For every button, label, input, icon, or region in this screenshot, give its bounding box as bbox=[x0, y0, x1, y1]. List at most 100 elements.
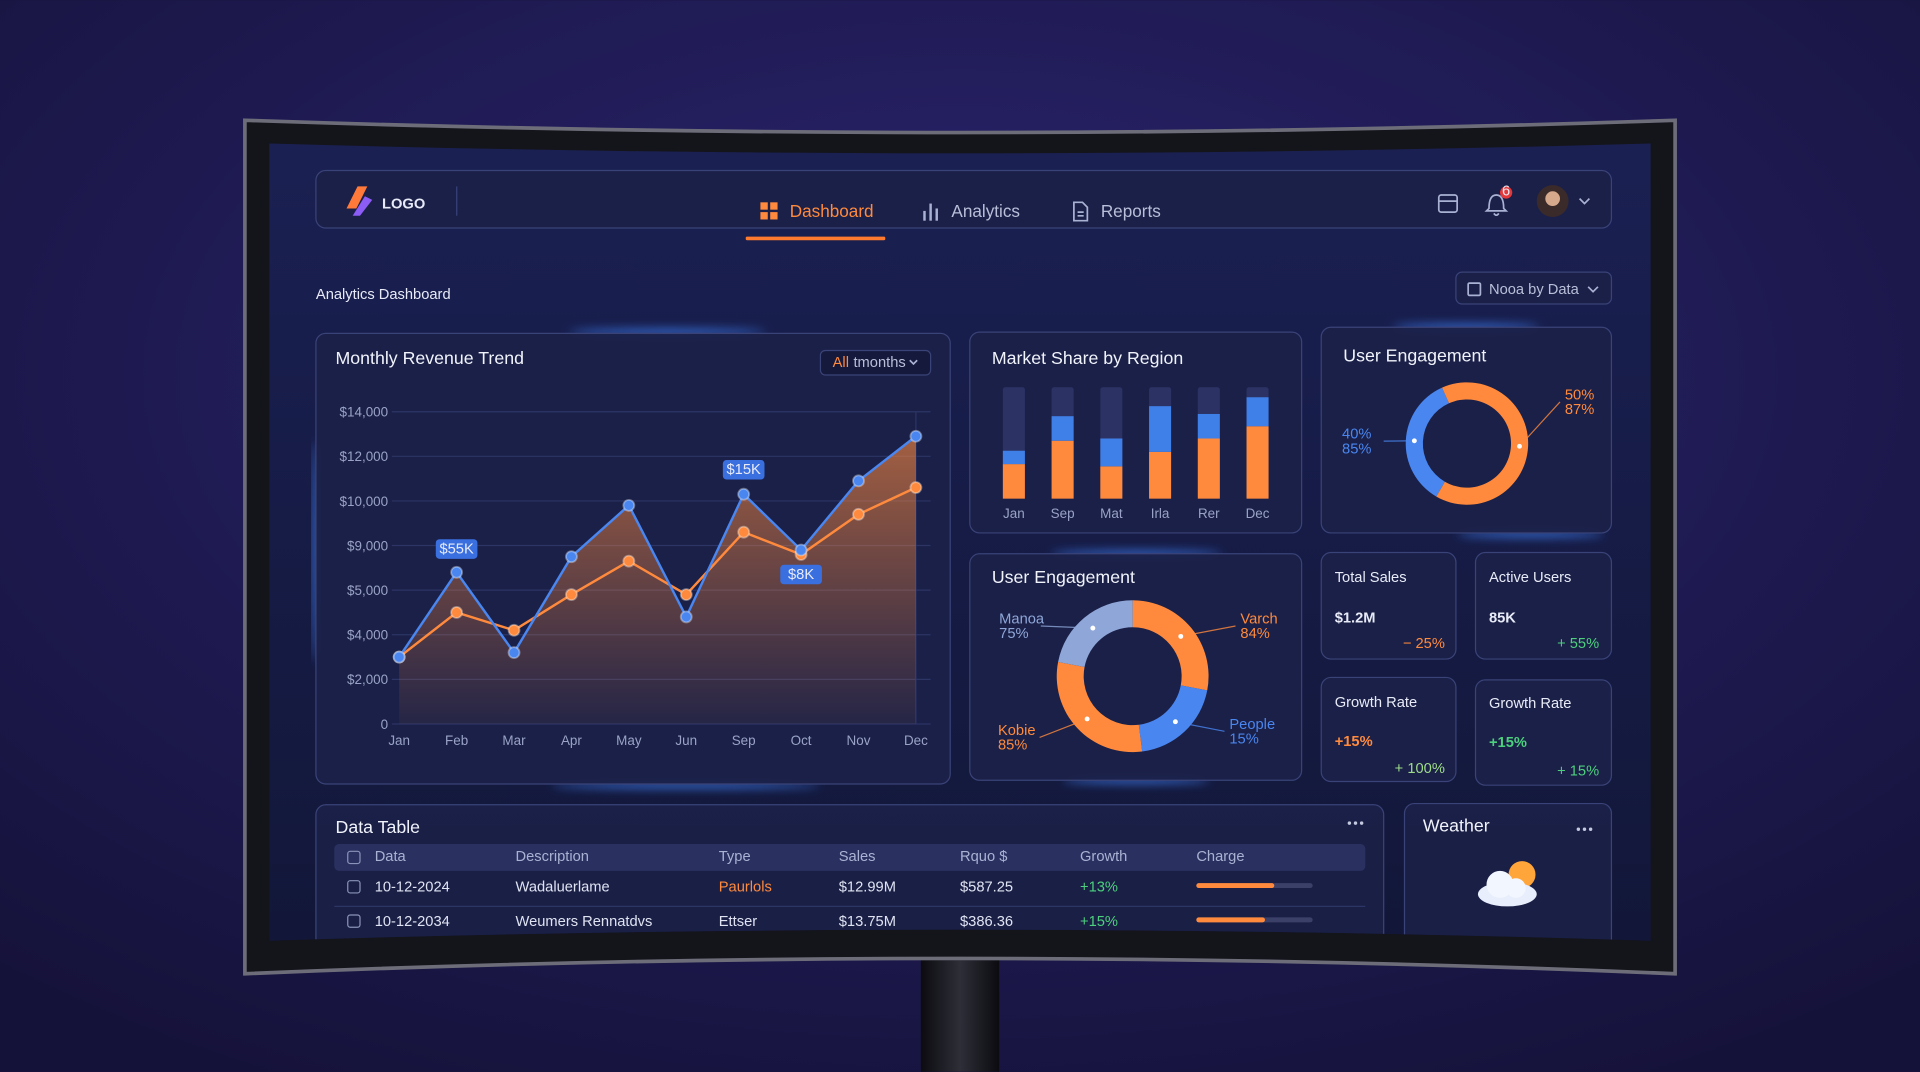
engagement-panel bbox=[1320, 326, 1613, 534]
card-change: − 25% bbox=[1403, 636, 1445, 652]
y-tick-label: $2,000 bbox=[347, 672, 388, 687]
engagement-panel bbox=[969, 553, 1303, 781]
point bbox=[679, 588, 693, 602]
tab-icon bbox=[929, 203, 932, 221]
bar-segment bbox=[1100, 466, 1123, 499]
leader-line bbox=[1519, 401, 1561, 447]
card-value: 85K bbox=[1489, 610, 1516, 626]
tab-icon bbox=[760, 202, 768, 210]
column-header: Rquo $ bbox=[960, 849, 1007, 865]
leader-dot bbox=[1411, 438, 1417, 444]
leader-line bbox=[1040, 625, 1093, 629]
user-menu[interactable] bbox=[1536, 185, 1590, 218]
point bbox=[564, 588, 578, 602]
cell: $12.99M bbox=[839, 880, 896, 896]
tab-label[interactable]: Analytics bbox=[951, 201, 1020, 221]
leader-line bbox=[1039, 718, 1088, 738]
y-tick-label: $9,000 bbox=[347, 538, 388, 553]
leader-line bbox=[1175, 721, 1225, 732]
x-tick-label: Sep bbox=[1051, 506, 1075, 521]
y-tick-label: 0 bbox=[381, 717, 388, 732]
donut-segment bbox=[1405, 387, 1450, 497]
calendar-button[interactable] bbox=[1437, 194, 1458, 213]
dot bbox=[1347, 821, 1352, 825]
point bbox=[622, 554, 636, 568]
x-tick-label: May bbox=[616, 733, 642, 748]
panel-title: Market Share by Region bbox=[992, 348, 1183, 368]
filter-highlight: All bbox=[833, 355, 849, 371]
donut-segment bbox=[1436, 382, 1529, 505]
more-menu[interactable] bbox=[1576, 827, 1593, 831]
donut-segment bbox=[1058, 600, 1133, 668]
line bbox=[398, 435, 917, 658]
page-title: Analytics Dashboard bbox=[316, 287, 451, 303]
icon bbox=[1437, 194, 1458, 213]
point bbox=[852, 474, 865, 488]
cell: Wadaluerlame bbox=[516, 880, 610, 896]
column-header: Type bbox=[719, 849, 751, 865]
tab-label[interactable]: Dashboard bbox=[790, 201, 874, 221]
dashboard: LOGO Dashboard Analytics Reports 6 Analy… bbox=[313, 169, 1613, 941]
bar-segment bbox=[1246, 397, 1269, 427]
point bbox=[679, 610, 693, 624]
x-tick-label: Sep bbox=[732, 733, 756, 748]
stat-card bbox=[1474, 551, 1613, 660]
tab-analytics[interactable]: Analytics bbox=[923, 201, 1020, 221]
card-value: $1.2M bbox=[1335, 610, 1376, 626]
tab-icon bbox=[770, 212, 778, 220]
dropdown[interactable] bbox=[819, 349, 932, 376]
annotation-box bbox=[780, 564, 822, 585]
donut-segment bbox=[1132, 600, 1209, 691]
point bbox=[392, 650, 406, 664]
x-tick-label: Feb bbox=[445, 733, 468, 748]
charge-bar bbox=[1196, 917, 1265, 923]
checkbox[interactable] bbox=[347, 850, 361, 865]
date-filter[interactable]: Nooa by Data bbox=[1455, 271, 1613, 305]
bar-segment bbox=[1197, 413, 1220, 439]
point bbox=[564, 550, 578, 564]
tab-icon bbox=[760, 212, 768, 220]
bar-segment bbox=[1149, 406, 1172, 452]
tab-icon bbox=[923, 210, 926, 221]
table-header bbox=[334, 843, 1366, 871]
card-label: Active Users bbox=[1489, 570, 1571, 586]
point bbox=[622, 498, 636, 512]
tab-icon bbox=[935, 208, 938, 221]
dropdown[interactable] bbox=[1455, 271, 1613, 305]
tab-dashboard[interactable]: Dashboard bbox=[745, 201, 886, 241]
x-tick-label: Irla bbox=[1151, 506, 1170, 521]
dot bbox=[1582, 827, 1587, 831]
chevron bbox=[909, 359, 918, 366]
column-header: Data bbox=[375, 849, 407, 865]
y-tick-label: $10,000 bbox=[340, 494, 389, 509]
card-label: Growth Rate bbox=[1335, 695, 1417, 711]
callout: 85% bbox=[1342, 441, 1371, 457]
donut-segment bbox=[1056, 661, 1143, 753]
checkbox[interactable] bbox=[347, 914, 361, 928]
column-header: Charge bbox=[1196, 849, 1244, 865]
cell: $386.36 bbox=[960, 914, 1013, 930]
notifications[interactable]: 6 bbox=[1484, 184, 1513, 217]
avatar-face bbox=[1545, 191, 1560, 206]
panel-title: Weather bbox=[1423, 816, 1490, 836]
x-tick-label: Nov bbox=[847, 733, 871, 748]
card-value: +15% bbox=[1489, 735, 1527, 751]
checkbox[interactable] bbox=[347, 880, 361, 894]
callout: 85% bbox=[998, 738, 1027, 754]
stat-card bbox=[1474, 679, 1613, 786]
tab-label[interactable]: Reports bbox=[1101, 201, 1161, 221]
y-tick-label: $14,000 bbox=[340, 405, 389, 420]
x-tick-label: Jan bbox=[388, 733, 410, 748]
more-menu[interactable] bbox=[1347, 821, 1364, 825]
cell: +13% bbox=[1080, 880, 1118, 896]
x-tick-label: Rer bbox=[1198, 506, 1220, 521]
annotation: $55K bbox=[439, 541, 474, 557]
x-tick-label: Apr bbox=[561, 733, 582, 748]
tab-reports[interactable]: Reports bbox=[1073, 201, 1161, 222]
leader-line bbox=[1180, 625, 1236, 637]
badge bbox=[1500, 186, 1513, 199]
stat-card bbox=[1320, 676, 1457, 783]
month-filter[interactable]: All tmonths bbox=[819, 349, 932, 376]
point bbox=[507, 646, 521, 660]
bar-segment bbox=[1100, 438, 1123, 467]
